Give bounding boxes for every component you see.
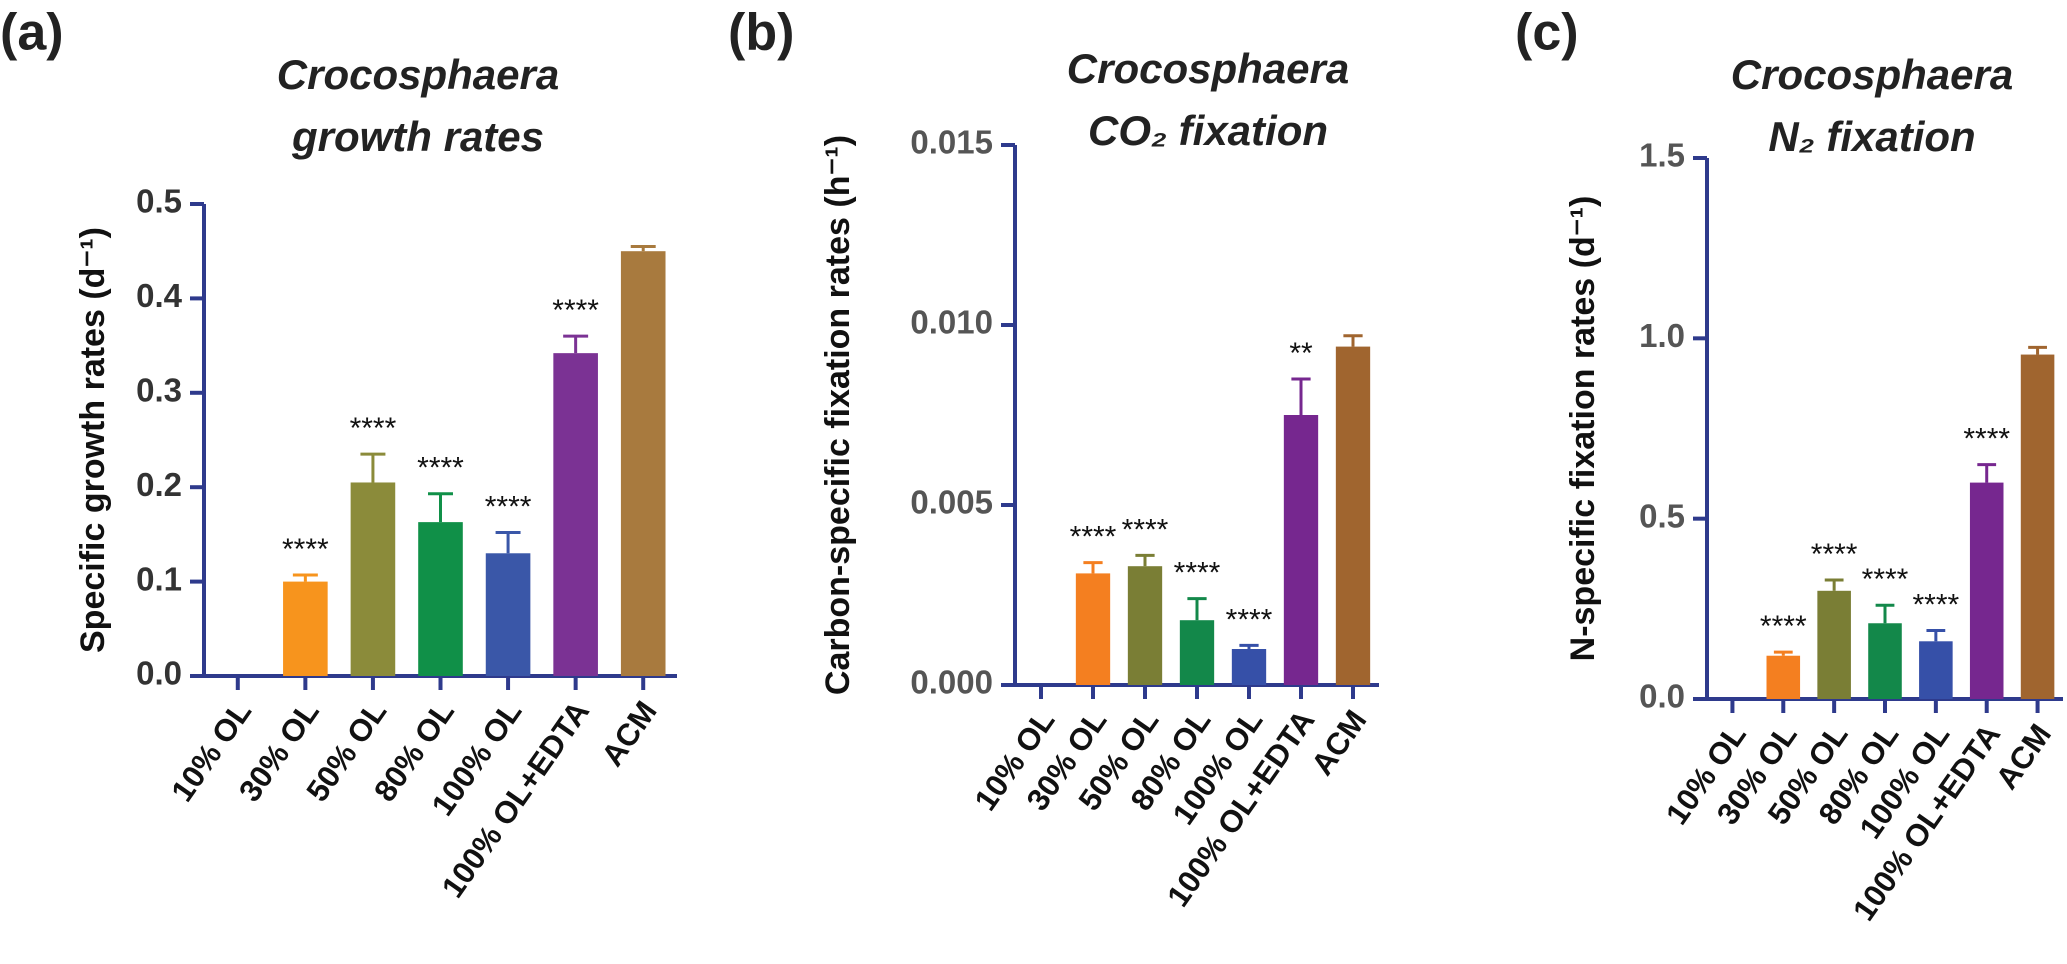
panel-label: (b) (728, 4, 794, 62)
y-axis-label: Carbon-specific fixation rates (h⁻¹) (819, 135, 857, 695)
y-tick-label: 0.000 (910, 664, 993, 701)
y-tick-label: 1.0 (1639, 317, 1685, 354)
y-tick-label: 0.005 (910, 484, 993, 521)
bar (418, 522, 463, 676)
y-tick-label: 0.015 (910, 124, 993, 161)
significance: **** (417, 452, 464, 485)
chart-title: growth rates (291, 113, 544, 160)
chart-title: CO₂ fixation (1088, 107, 1328, 154)
y-tick-label: 0.010 (910, 304, 993, 341)
significance: **** (1811, 538, 1858, 571)
bar (1231, 649, 1267, 685)
bar (1335, 346, 1371, 685)
bar (620, 251, 666, 676)
bar (1919, 641, 1953, 699)
y-tick-label: 0.1 (136, 560, 182, 597)
significance: **** (1070, 521, 1117, 554)
bar (350, 482, 396, 676)
x-tick-label: ACM (1304, 704, 1373, 782)
chart-title: Crocosphaera (1067, 45, 1349, 92)
significance: **** (282, 533, 329, 566)
significance: **** (350, 412, 397, 445)
bar (1766, 655, 1801, 699)
y-axis-label: N-specific fixation rates (d⁻¹) (1564, 196, 1602, 662)
bar (1075, 573, 1111, 685)
bar (2020, 354, 2055, 699)
bar (1127, 566, 1163, 685)
y-tick-label: 0.4 (136, 277, 183, 314)
y-tick-label: 0.5 (136, 183, 182, 220)
y-tick-label: 0.0 (136, 655, 182, 692)
bar (283, 581, 328, 676)
bar (553, 353, 598, 676)
bar (1868, 623, 1902, 699)
significance: **** (1862, 563, 1909, 596)
significance: **** (485, 490, 532, 523)
x-tick-label: ACM (594, 695, 663, 773)
y-axis-label: Specific growth rates (d⁻¹) (74, 227, 112, 653)
y-tick-label: 0.2 (136, 466, 182, 503)
bar (485, 553, 531, 676)
y-tick-label: 1.5 (1639, 137, 1685, 174)
chart-title: N₂ fixation (1768, 113, 1975, 160)
significance: **** (1174, 557, 1221, 590)
panel-label: (c) (1515, 4, 1579, 62)
significance: **** (1963, 422, 2010, 455)
significance: **** (1226, 603, 1273, 636)
significance: **** (1913, 588, 1960, 621)
bar (1283, 415, 1319, 685)
chart-title: Crocosphaera (277, 51, 559, 98)
bar (1969, 482, 2004, 699)
chart-title: Crocosphaera (1731, 51, 2013, 98)
significance: **** (1760, 610, 1807, 643)
significance: **** (1122, 513, 1169, 546)
y-tick-label: 0.0 (1639, 678, 1685, 715)
y-tick-label: 0.5 (1639, 497, 1685, 534)
significance: ** (1289, 337, 1313, 370)
bar (1179, 620, 1215, 685)
y-tick-label: 0.3 (136, 372, 182, 409)
significance: **** (552, 294, 599, 327)
bar (1817, 590, 1851, 699)
x-tick-label: ACM (1989, 718, 2058, 796)
panel-label: (a) (0, 4, 64, 62)
